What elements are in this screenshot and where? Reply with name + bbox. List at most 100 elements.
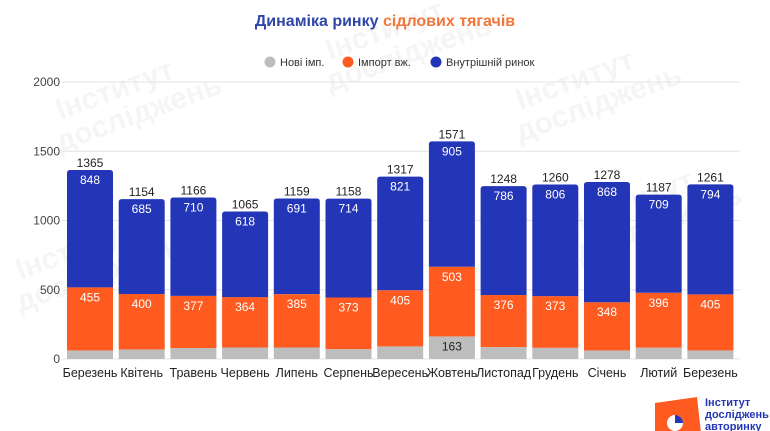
bar-segment	[118, 199, 165, 295]
bar-segment	[428, 266, 475, 337]
bar-segment	[222, 211, 269, 298]
bar-stack: 455 848 1365 Березень	[63, 156, 118, 380]
bar-value-label: 364	[235, 300, 255, 314]
bar-stack: 364 618 1065 Червень	[221, 197, 270, 380]
bar-value-label: 396	[649, 296, 669, 310]
x-tick-label: Вересень	[372, 366, 428, 380]
bar-total-label: 1248	[490, 172, 517, 186]
bar-segment	[377, 290, 424, 347]
bar-stack: 405 821 1317 Вересень	[372, 163, 428, 380]
bar-segment	[67, 350, 113, 359]
x-tick-label: Січень	[588, 366, 627, 380]
bar-segment	[325, 349, 372, 359]
bar-value-label: 709	[649, 198, 669, 212]
bar-total-label: 1260	[542, 170, 569, 184]
bar-segment	[635, 347, 682, 359]
x-tick-label: Лютий	[640, 366, 677, 380]
bar-segment	[170, 295, 217, 349]
title-part1: Динаміка ринку	[255, 13, 379, 30]
chart-title: Динаміка ринку сідлових тягачів	[255, 13, 515, 30]
bar-value-label: 385	[287, 297, 307, 311]
bar-stack: 163 503 905 1571 Жовтень	[427, 127, 478, 380]
bar-segment	[67, 169, 113, 288]
bar-segment	[273, 347, 320, 359]
bar-value-label: 405	[390, 293, 410, 307]
bar-stack: 373 714 1158 Серпень	[323, 185, 373, 380]
bar-value-label: 868	[597, 185, 617, 199]
bar-total-label: 1065	[232, 197, 259, 211]
y-tick-label: 500	[40, 283, 60, 297]
bar-segment	[170, 197, 217, 296]
bar-segment	[273, 294, 320, 348]
x-tick-label: Березень	[63, 366, 118, 380]
y-tick-label: 2000	[33, 75, 60, 89]
legend-swatch	[264, 56, 276, 68]
bar-segment	[273, 198, 320, 295]
bar-segment	[480, 295, 527, 348]
bar-value-label: 503	[442, 270, 462, 284]
legend-swatch	[430, 56, 442, 68]
bar-value-label: 400	[132, 297, 152, 311]
bar-stack: 348 868 1278 Січень	[584, 168, 630, 380]
legend-swatch	[342, 56, 354, 68]
bar-segment	[428, 141, 475, 267]
bar-segment	[118, 349, 165, 359]
bar-segment	[532, 296, 579, 348]
legend-label: Імпорт вж.	[358, 57, 411, 69]
x-tick-label: Березень	[683, 366, 738, 380]
logo-pie-slice	[675, 415, 683, 423]
bar-segment	[377, 346, 424, 359]
bar-stack: 376 786 1248 Листопад	[476, 172, 532, 380]
bar-value-label: 685	[132, 202, 152, 216]
bar-segment	[584, 181, 630, 303]
y-tick-label: 1000	[33, 214, 60, 228]
y-tick-label: 1500	[33, 144, 60, 158]
bar-total-label: 1154	[129, 185, 155, 199]
bar-segment	[584, 302, 630, 351]
bar-stack: 377 710 1166 Травень	[170, 184, 218, 380]
bar-value-label: 848	[80, 173, 100, 187]
bar-total-label: 1158	[336, 185, 362, 199]
bar-segment	[428, 336, 475, 359]
legend: Нові імп. Імпорт вж. Внутрішній ринок	[264, 56, 535, 69]
x-tick-label: Жовтень	[427, 366, 478, 380]
x-tick-label: Листопад	[476, 366, 532, 380]
bar-value-label: 373	[338, 301, 358, 315]
bar-value-label: 786	[494, 189, 514, 203]
bar-stack: 405 794 1261 Березень	[683, 170, 738, 380]
bar-segment	[325, 297, 372, 350]
bar-total-label: 1159	[284, 184, 310, 198]
bar-segment	[687, 350, 734, 359]
bar-segment	[687, 294, 734, 351]
bar-total-label: 1261	[697, 170, 724, 184]
x-tick-label: Травень	[170, 366, 218, 380]
bar-segment	[222, 297, 269, 348]
bar-segment	[687, 184, 734, 295]
bar-segment	[67, 287, 113, 351]
bar-segment	[635, 292, 682, 348]
bar-value-label: 691	[287, 201, 307, 215]
bar-total-label: 1317	[387, 163, 414, 177]
x-tick-label: Серпень	[323, 366, 373, 380]
bar-segment	[170, 348, 217, 359]
bar-value-label: 618	[235, 214, 255, 228]
legend-label: Нові імп.	[280, 57, 324, 69]
bar-value-label: 348	[597, 305, 617, 319]
legend-label: Внутрішній ринок	[446, 57, 535, 69]
bar-total-label: 1166	[180, 184, 206, 198]
bar-value-label: 710	[183, 201, 203, 215]
bar-total-label: 1571	[439, 127, 466, 141]
bar-segment	[325, 198, 372, 298]
logo-line3: авторинку	[705, 421, 762, 431]
bar-stack: 396 709 1187 Лютий	[635, 181, 682, 380]
bar-value-label: 714	[338, 202, 358, 216]
bar-segment	[635, 194, 682, 293]
bar-segment	[377, 176, 424, 291]
logo: Інститут досліджень авторинку	[655, 397, 769, 431]
y-tick-label: 0	[53, 352, 60, 366]
bar-segment	[480, 186, 527, 296]
bar-value-label: 821	[390, 180, 410, 194]
x-tick-label: Грудень	[532, 366, 578, 380]
logo-line1: Інститут	[705, 397, 751, 409]
